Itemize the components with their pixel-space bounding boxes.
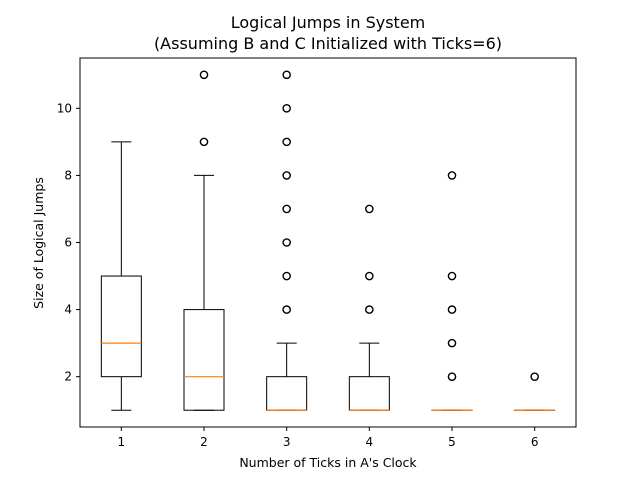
x-tick-label: 6 — [531, 435, 539, 449]
x-axis-label: Number of Ticks in A's Clock — [239, 455, 417, 470]
chart-subtitle: (Assuming B and C Initialized with Ticks… — [154, 34, 502, 53]
x-tick-label: 1 — [118, 435, 126, 449]
outlier-point — [282, 104, 291, 113]
box — [183, 309, 225, 411]
y-tick-label: 10 — [57, 101, 72, 115]
outlier-point — [365, 271, 374, 281]
outlier-point — [530, 372, 539, 381]
y-tick-label: 6 — [64, 236, 72, 250]
outlier-point — [447, 271, 457, 281]
axes-frame — [79, 57, 577, 428]
outlier-point — [199, 137, 209, 147]
x-tick-label: 2 — [200, 435, 208, 449]
x-tick-label: 5 — [448, 435, 456, 449]
outlier-point — [282, 70, 291, 80]
y-axis-label: Size of Logical Jumps — [31, 177, 46, 309]
outlier-point — [365, 204, 374, 214]
outlier-point — [282, 171, 291, 180]
x-tick-label: 3 — [283, 435, 291, 449]
outlier-point — [447, 372, 457, 381]
outlier-point — [282, 305, 291, 314]
outlier-point — [365, 305, 374, 314]
y-tick-label: 2 — [64, 370, 72, 384]
chart-title: Logical Jumps in System — [231, 13, 426, 32]
outlier-point — [282, 271, 291, 281]
y-tick-label: 8 — [64, 168, 72, 182]
outlier-point — [199, 70, 209, 80]
outlier-point — [447, 171, 457, 180]
outlier-point — [282, 137, 291, 147]
x-tick-label: 4 — [366, 435, 374, 449]
y-tick-label: 4 — [64, 303, 72, 317]
outlier-point — [282, 204, 291, 214]
outlier-point — [282, 238, 291, 247]
box — [100, 275, 142, 378]
outlier-point — [447, 338, 457, 348]
outlier-point — [447, 305, 457, 314]
